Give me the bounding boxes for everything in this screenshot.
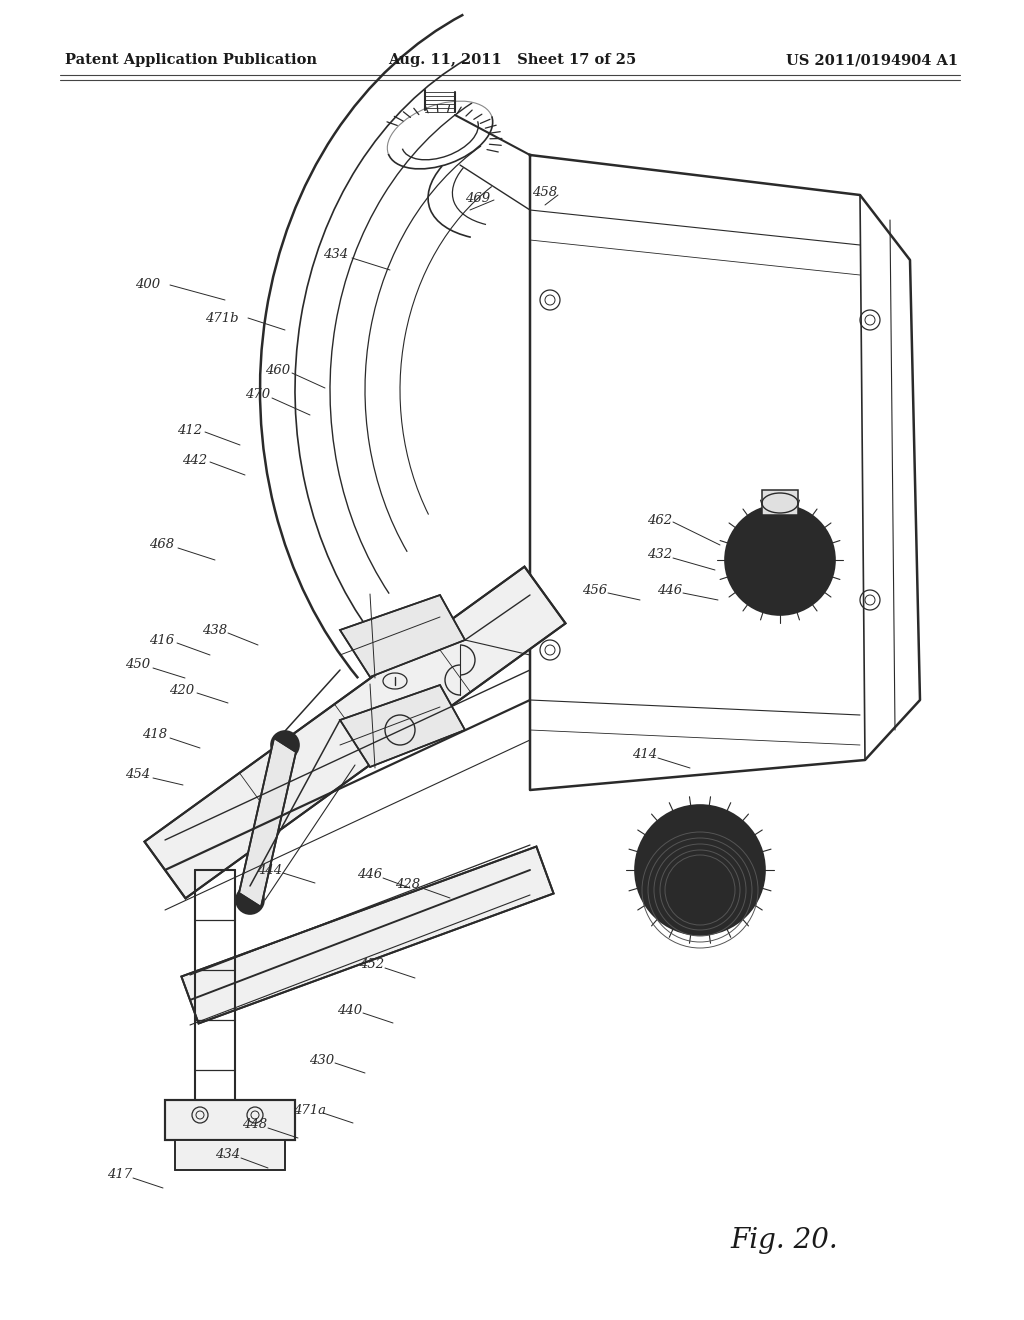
Bar [762,490,798,515]
Text: 468: 468 [150,539,174,552]
Circle shape [635,805,765,935]
Text: 434: 434 [324,248,348,261]
Text: 462: 462 [647,513,673,527]
Text: Patent Application Publication: Patent Application Publication [65,53,317,67]
Text: US 2011/0194904 A1: US 2011/0194904 A1 [785,53,958,67]
Polygon shape [340,685,465,767]
Text: 430: 430 [309,1053,335,1067]
Circle shape [766,546,794,574]
Text: 420: 420 [169,684,195,697]
Text: 444: 444 [257,863,283,876]
Text: 460: 460 [265,363,291,376]
Text: 450: 450 [125,659,151,672]
Text: 434: 434 [215,1148,241,1162]
Bar [165,1100,295,1140]
Circle shape [725,506,835,615]
Text: 432: 432 [647,549,673,561]
Circle shape [688,858,712,882]
Text: 471b: 471b [205,312,239,325]
Text: 471a: 471a [294,1104,327,1117]
Bar [165,1100,295,1140]
Bar [175,1140,285,1170]
Bar [175,1140,285,1170]
Text: 448: 448 [243,1118,267,1131]
Text: 458: 458 [532,186,557,198]
Text: 446: 446 [357,869,383,882]
Text: 442: 442 [182,454,208,466]
Polygon shape [181,846,554,1023]
Text: Aug. 11, 2011   Sheet 17 of 25: Aug. 11, 2011 Sheet 17 of 25 [388,53,636,67]
Text: 452: 452 [359,958,385,972]
Text: 438: 438 [203,623,227,636]
Text: Fig. 20.: Fig. 20. [730,1226,838,1254]
Polygon shape [340,595,465,677]
Text: 469: 469 [466,191,490,205]
Text: 417: 417 [108,1168,132,1181]
Text: 418: 418 [142,729,168,742]
Text: 456: 456 [583,583,607,597]
Text: 440: 440 [338,1003,362,1016]
Polygon shape [239,738,296,907]
Circle shape [271,731,299,759]
Text: 446: 446 [657,583,683,597]
Text: 454: 454 [125,768,151,781]
Polygon shape [144,566,565,899]
Text: 428: 428 [395,879,421,891]
Text: 470: 470 [246,388,270,401]
Text: 416: 416 [150,634,174,647]
Circle shape [236,886,264,913]
Text: 400: 400 [135,279,161,292]
Text: 412: 412 [177,424,203,437]
Text: 414: 414 [633,748,657,762]
